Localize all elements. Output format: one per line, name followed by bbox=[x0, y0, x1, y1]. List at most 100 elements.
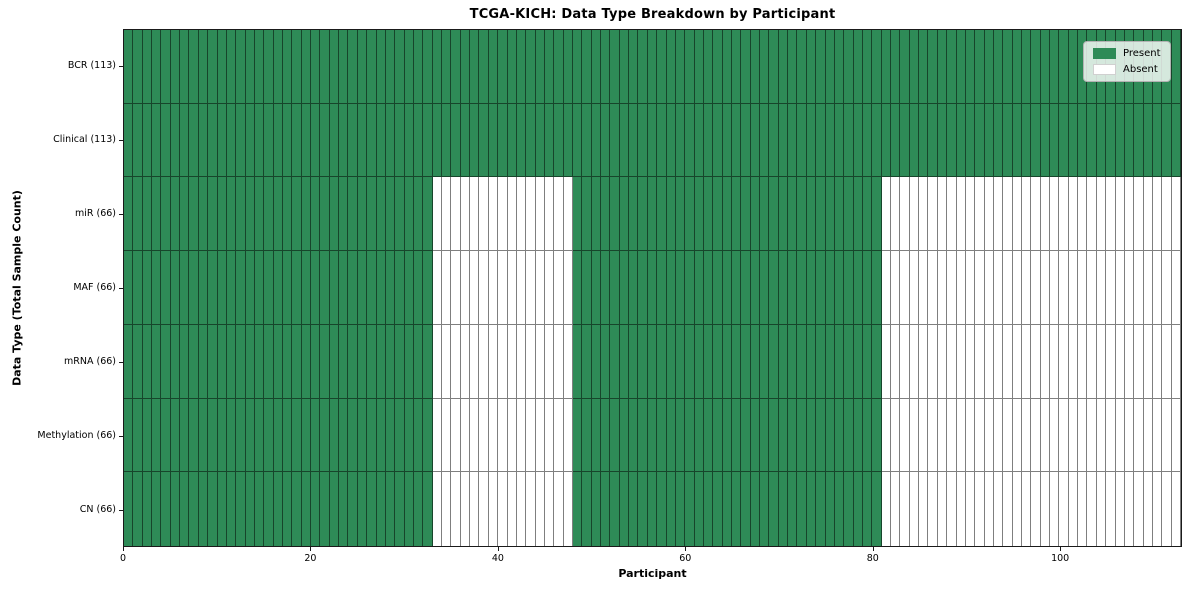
cell-present bbox=[591, 251, 602, 325]
cell-present bbox=[498, 103, 508, 178]
cell-absent bbox=[909, 177, 920, 252]
cell-present bbox=[142, 177, 153, 252]
cell-present bbox=[283, 177, 293, 252]
cell-absent bbox=[965, 251, 976, 325]
heatmap-row bbox=[124, 324, 1181, 399]
cell-absent bbox=[432, 472, 443, 547]
cell-present bbox=[601, 30, 611, 104]
cell-present bbox=[806, 398, 817, 473]
cell-present bbox=[769, 177, 779, 252]
cell-present bbox=[788, 30, 798, 104]
cell-absent bbox=[563, 324, 573, 399]
cell-present bbox=[348, 251, 358, 325]
cell-absent bbox=[460, 251, 471, 325]
cell-present bbox=[1096, 103, 1107, 178]
cell-present bbox=[180, 398, 190, 473]
cell-present bbox=[283, 398, 293, 473]
cell-present bbox=[413, 398, 424, 473]
cell-absent bbox=[1050, 324, 1060, 399]
cell-absent bbox=[451, 324, 461, 399]
cell-present bbox=[161, 324, 171, 399]
cell-present bbox=[423, 177, 433, 252]
cell-present bbox=[152, 30, 162, 104]
cell-absent bbox=[937, 324, 948, 399]
cell-present bbox=[797, 398, 807, 473]
cell-absent bbox=[1031, 251, 1041, 325]
cell-absent bbox=[1040, 472, 1051, 547]
cell-present bbox=[732, 398, 742, 473]
cell-absent bbox=[1115, 177, 1125, 252]
cell-present bbox=[170, 251, 181, 325]
cell-present bbox=[629, 30, 639, 104]
cell-present bbox=[713, 30, 723, 104]
heatmap-row bbox=[124, 30, 1181, 104]
cell-absent bbox=[563, 472, 573, 547]
cell-absent bbox=[516, 251, 527, 325]
cell-absent bbox=[1106, 251, 1116, 325]
cell-absent bbox=[526, 324, 536, 399]
cell-absent bbox=[937, 472, 948, 547]
cell-absent bbox=[1152, 324, 1163, 399]
cell-present bbox=[329, 103, 340, 178]
cell-present bbox=[872, 398, 882, 473]
cell-present bbox=[666, 398, 676, 473]
cell-present bbox=[769, 324, 779, 399]
cell-present bbox=[329, 398, 340, 473]
cell-absent bbox=[965, 398, 976, 473]
cell-present bbox=[666, 472, 676, 547]
cell-present bbox=[498, 30, 508, 104]
cell-present bbox=[152, 251, 162, 325]
cell-present bbox=[834, 251, 845, 325]
cell-absent bbox=[1068, 177, 1079, 252]
cell-present bbox=[301, 103, 312, 178]
cell-absent bbox=[993, 324, 1004, 399]
cell-present bbox=[385, 398, 396, 473]
cell-present bbox=[891, 30, 901, 104]
cell-present bbox=[647, 30, 658, 104]
cell-present bbox=[142, 398, 153, 473]
cell-absent bbox=[488, 324, 499, 399]
cell-present bbox=[572, 398, 583, 473]
cell-present bbox=[629, 398, 639, 473]
cell-present bbox=[1171, 103, 1181, 178]
cell-present bbox=[283, 324, 293, 399]
cell-present bbox=[357, 177, 368, 252]
cell-present bbox=[582, 103, 592, 178]
cell-present bbox=[292, 30, 302, 104]
cell-absent bbox=[488, 472, 499, 547]
cell-present bbox=[629, 177, 639, 252]
cell-present bbox=[666, 177, 676, 252]
cell-present bbox=[610, 30, 620, 104]
cell-present bbox=[956, 30, 966, 104]
cell-present bbox=[657, 251, 667, 325]
cell-present bbox=[198, 324, 209, 399]
cell-present bbox=[825, 398, 835, 473]
cell-present bbox=[189, 472, 199, 547]
cell-absent bbox=[1106, 398, 1116, 473]
cell-absent bbox=[1059, 472, 1069, 547]
cell-present bbox=[180, 103, 190, 178]
cell-present bbox=[423, 103, 433, 178]
cell-absent bbox=[928, 398, 938, 473]
cell-present bbox=[236, 103, 246, 178]
cell-present bbox=[629, 324, 639, 399]
cell-absent bbox=[432, 324, 443, 399]
cell-absent bbox=[507, 177, 517, 252]
legend-swatch-present-icon bbox=[1093, 48, 1116, 59]
cell-present bbox=[142, 30, 153, 104]
cell-present bbox=[404, 398, 414, 473]
cell-absent bbox=[1012, 472, 1022, 547]
cell-absent bbox=[947, 398, 957, 473]
cell-present bbox=[133, 103, 143, 178]
cell-absent bbox=[1050, 251, 1060, 325]
cell-present bbox=[881, 103, 892, 178]
cell-present bbox=[208, 324, 218, 399]
cell-present bbox=[834, 398, 845, 473]
cell-present bbox=[142, 324, 153, 399]
cell-present bbox=[601, 324, 611, 399]
cell-present bbox=[703, 324, 714, 399]
cell-present bbox=[301, 177, 312, 252]
cell-present bbox=[778, 103, 789, 178]
cell-absent bbox=[554, 251, 564, 325]
cell-present bbox=[311, 177, 321, 252]
